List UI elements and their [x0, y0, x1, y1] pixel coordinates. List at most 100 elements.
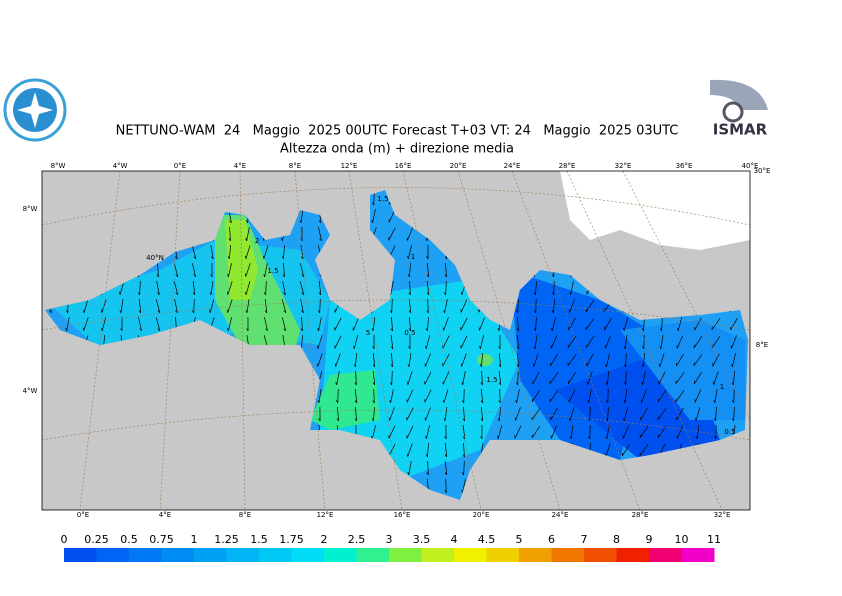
lon-label: 16°E: [394, 511, 411, 519]
direction-arrow: [334, 317, 342, 331]
direction-arrow: [354, 389, 358, 403]
direction-arrow: [676, 407, 684, 421]
direction-arrow: [407, 227, 413, 241]
direction-arrow: [677, 327, 679, 331]
direction-arrow: [535, 316, 537, 332]
direction-arrow: [390, 382, 393, 386]
direction-arrow: [120, 299, 124, 313]
direction-arrow: [263, 273, 265, 277]
direction-arrow: [229, 226, 231, 242]
direction-arrow: [245, 263, 251, 277]
legend-swatch: [226, 548, 260, 562]
direction-arrow: [713, 418, 716, 422]
direction-arrow: [316, 345, 319, 349]
direction-arrow: [606, 418, 608, 422]
direction-arrow: [498, 371, 502, 385]
direction-arrow: [463, 406, 465, 422]
logo-text: ISMAR: [713, 121, 768, 139]
contour-label: 2: [255, 237, 259, 245]
direction-arrow: [316, 363, 319, 367]
legend-tick-label: 7: [581, 533, 588, 546]
contour-label: 0.5: [724, 428, 735, 436]
grid-label: 8°W: [23, 205, 38, 213]
lon-label: 4°E: [234, 162, 246, 170]
legend-tick-label: 4: [451, 533, 458, 546]
direction-arrow: [623, 317, 629, 331]
contour-label: 0.5: [404, 329, 415, 337]
direction-arrow: [549, 372, 559, 384]
direction-arrow: [531, 426, 541, 438]
direction-arrow: [371, 425, 377, 439]
direction-arrow: [155, 299, 161, 313]
direction-arrow: [388, 425, 396, 439]
direction-arrow: [334, 335, 342, 349]
direction-arrow: [82, 327, 85, 331]
direction-arrow: [516, 382, 518, 386]
legend-tick-label: 11: [707, 533, 721, 546]
direction-arrow: [372, 364, 376, 368]
direction-arrow: [517, 370, 519, 386]
direction-arrow: [406, 381, 409, 385]
lon-label: 32°E: [714, 511, 731, 519]
direction-arrow: [371, 219, 373, 223]
direction-arrow: [174, 299, 178, 313]
direction-arrow: [246, 328, 249, 332]
direction-arrow: [264, 292, 267, 296]
direction-arrow: [461, 381, 464, 385]
direction-arrow: [715, 406, 717, 422]
direction-arrow: [425, 454, 428, 458]
direction-arrow: [497, 328, 500, 332]
direction-arrow: [622, 425, 630, 439]
direction-arrow: [319, 238, 322, 242]
direction-arrow: [461, 353, 467, 367]
direction-arrow: [659, 345, 662, 350]
direction-arrow: [427, 460, 429, 476]
direction-arrow: [318, 227, 322, 241]
direction-arrow: [624, 364, 627, 368]
legend-tick-label: 8: [613, 533, 620, 546]
direction-arrow: [552, 274, 554, 278]
direction-arrow: [569, 417, 571, 421]
legend-tick-label: 1.5: [250, 533, 268, 546]
direction-arrow: [426, 425, 430, 439]
lon-label: 28°E: [559, 162, 576, 170]
direction-arrow: [443, 317, 449, 331]
direction-arrow: [624, 389, 628, 403]
direction-arrow: [227, 281, 233, 295]
direction-arrow: [283, 310, 287, 313]
direction-arrow: [444, 407, 448, 421]
direction-arrow: [443, 389, 449, 403]
direction-arrow: [83, 309, 85, 313]
direction-arrow: [676, 335, 684, 349]
legend-tick-label: 2: [321, 533, 328, 546]
direction-arrow: [265, 280, 267, 296]
direction-arrow: [406, 425, 414, 439]
direction-arrow: [550, 335, 558, 349]
legend-swatch: [356, 548, 390, 562]
legend-swatch: [64, 548, 97, 562]
direction-arrow: [390, 389, 394, 403]
direction-arrow: [480, 400, 484, 404]
direction-arrow: [408, 317, 412, 331]
direction-arrow: [354, 418, 357, 422]
legend-tick-label: 3: [386, 533, 393, 546]
legend-swatch: [324, 548, 357, 562]
direction-arrow: [625, 370, 627, 386]
direction-arrow: [569, 291, 571, 295]
direction-arrow: [713, 371, 719, 385]
direction-arrow: [460, 335, 468, 349]
lon-label: 8°E: [239, 511, 251, 519]
direction-arrow: [282, 274, 285, 278]
direction-arrow: [711, 318, 721, 330]
direction-arrow: [623, 400, 626, 404]
direction-arrow: [353, 317, 359, 331]
direction-arrow: [390, 328, 393, 332]
legend-tick-label: 1.25: [214, 533, 239, 546]
direction-arrow: [407, 371, 413, 385]
direction-arrow: [641, 381, 643, 385]
direction-arrow: [319, 298, 321, 314]
direction-arrow: [463, 442, 465, 458]
direction-arrow: [532, 371, 540, 385]
direction-arrow: [139, 328, 142, 332]
